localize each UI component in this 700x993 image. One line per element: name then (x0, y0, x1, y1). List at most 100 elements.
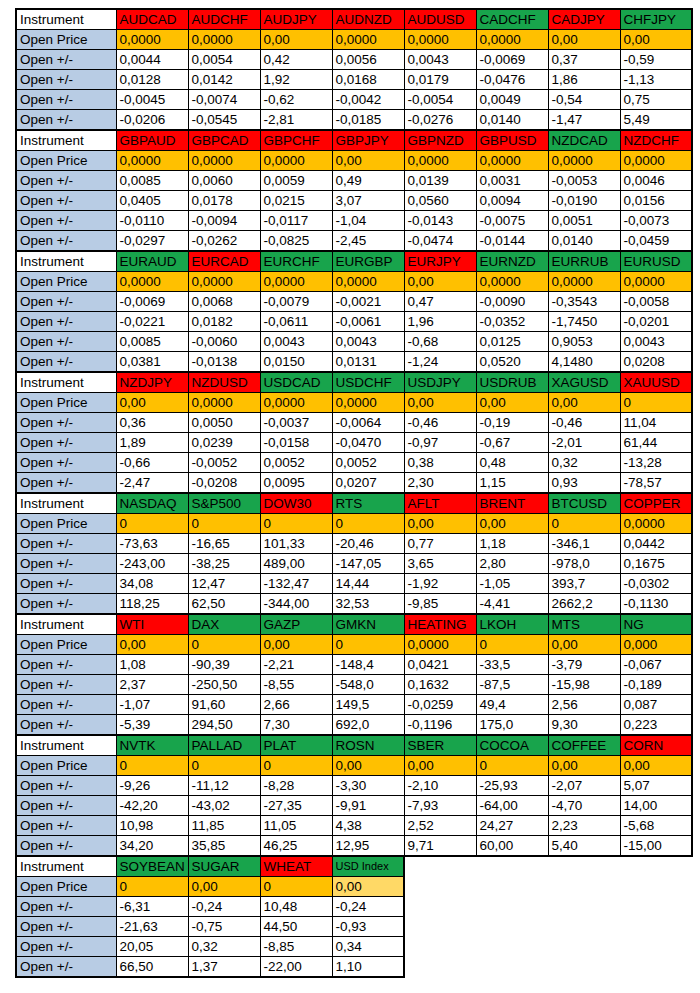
open-change-row-label[interactable]: Open +/- (16, 352, 116, 373)
open-change-cell[interactable]: 1,92 (260, 70, 332, 90)
open-change-cell[interactable]: 10,48 (260, 897, 332, 917)
open-change-cell[interactable]: -0,0138 (188, 352, 260, 373)
open-change-cell[interactable]: -4,70 (548, 796, 620, 816)
open-change-cell[interactable]: -1,13 (620, 70, 692, 90)
open-change-cell[interactable]: 2,52 (404, 816, 476, 836)
open-change-cell[interactable]: 0,0520 (476, 352, 548, 373)
instrument-header-cell[interactable]: USDCAD (260, 372, 332, 393)
open-price-cell[interactable]: 0,00 (620, 756, 692, 776)
instrument-header-cell[interactable]: XAUUSD (620, 372, 692, 393)
open-change-cell[interactable]: -8,28 (260, 776, 332, 796)
open-change-cell[interactable]: 0,0140 (548, 231, 620, 252)
open-change-cell[interactable]: -9,85 (404, 594, 476, 615)
open-price-cell[interactable]: 0 (116, 877, 188, 897)
open-price-cell[interactable]: 0,0000 (116, 30, 188, 50)
open-change-cell[interactable]: 1,96 (404, 312, 476, 332)
instrument-header-cell[interactable]: EURNZD (476, 251, 548, 272)
open-change-cell[interactable]: 0,0043 (260, 332, 332, 352)
open-change-cell[interactable]: -0,0143 (404, 211, 476, 231)
open-change-cell[interactable]: -90,39 (188, 655, 260, 675)
open-price-cell[interactable]: 0 (332, 514, 404, 534)
instrument-header-cell[interactable]: NASDAQ (116, 493, 188, 514)
open-change-cell[interactable]: 14,44 (332, 574, 404, 594)
open-change-row-label[interactable]: Open +/- (16, 433, 116, 453)
instrument-header-cell[interactable]: EURRUB (548, 251, 620, 272)
open-change-row-label[interactable]: Open +/- (16, 332, 116, 352)
open-change-cell[interactable]: 0,0095 (260, 473, 332, 494)
open-change-cell[interactable]: -38,25 (188, 554, 260, 574)
open-change-cell[interactable]: -0,0075 (476, 211, 548, 231)
open-change-row-label[interactable]: Open +/- (16, 50, 116, 70)
open-price-row-label[interactable]: Open Price (16, 30, 116, 50)
instrument-row-label[interactable]: Instrument (16, 614, 116, 635)
instrument-header-cell[interactable]: BTCUSD (548, 493, 620, 514)
instrument-header-cell[interactable]: CADCHF (476, 9, 548, 30)
open-change-cell[interactable]: 0,0043 (620, 332, 692, 352)
instrument-header-cell[interactable]: BRENT (476, 493, 548, 514)
instrument-header-cell[interactable]: DOW30 (260, 493, 332, 514)
open-change-cell[interactable]: 0,38 (404, 453, 476, 473)
open-price-cell[interactable]: 0,00 (332, 756, 404, 776)
open-change-cell[interactable]: 4,38 (332, 816, 404, 836)
open-price-cell[interactable]: 0,00 (404, 272, 476, 292)
open-change-cell[interactable]: 0,0405 (116, 191, 188, 211)
open-change-cell[interactable]: 62,50 (188, 594, 260, 615)
open-change-cell[interactable]: -1,7450 (548, 312, 620, 332)
open-change-cell[interactable]: 0,0068 (188, 292, 260, 312)
open-change-cell[interactable]: -0,59 (620, 50, 692, 70)
open-price-cell[interactable]: 0,00 (332, 877, 404, 897)
open-change-cell[interactable]: 5,07 (620, 776, 692, 796)
open-change-cell[interactable]: -0,46 (548, 413, 620, 433)
instrument-header-cell[interactable]: GBPUSD (476, 130, 548, 151)
open-change-cell[interactable]: 118,25 (116, 594, 188, 615)
open-price-cell[interactable]: 0 (260, 514, 332, 534)
open-change-cell[interactable]: -6,31 (116, 897, 188, 917)
open-change-cell[interactable]: -2,21 (260, 655, 332, 675)
open-change-row-label[interactable]: Open +/- (16, 655, 116, 675)
open-price-cell[interactable]: 0,0000 (188, 151, 260, 171)
open-change-cell[interactable]: -20,46 (332, 534, 404, 554)
open-change-cell[interactable]: 11,85 (188, 816, 260, 836)
open-change-cell[interactable]: 0,0208 (620, 352, 692, 373)
open-change-cell[interactable]: -0,24 (332, 897, 404, 917)
open-change-cell[interactable]: -0,54 (548, 90, 620, 110)
open-change-cell[interactable]: -0,0201 (620, 312, 692, 332)
instrument-header-cell[interactable]: CORN (620, 735, 692, 756)
open-change-cell[interactable]: 0,0094 (476, 191, 548, 211)
open-price-cell[interactable]: 0 (548, 514, 620, 534)
open-change-cell[interactable]: -344,00 (260, 594, 332, 615)
open-change-cell[interactable]: -0,0094 (188, 211, 260, 231)
open-price-cell[interactable]: 0,0000 (476, 272, 548, 292)
open-price-cell[interactable]: 0 (116, 756, 188, 776)
open-price-cell[interactable]: 0,0000 (188, 272, 260, 292)
instrument-header-cell[interactable]: MTS (548, 614, 620, 635)
open-change-cell[interactable]: 2,56 (548, 695, 620, 715)
open-change-cell[interactable]: 0,0179 (404, 70, 476, 90)
open-change-cell[interactable]: -8,55 (260, 675, 332, 695)
open-change-cell[interactable]: 0,93 (548, 473, 620, 494)
open-change-cell[interactable]: 0,0044 (116, 50, 188, 70)
instrument-header-cell[interactable]: NVTK (116, 735, 188, 756)
open-change-cell[interactable]: -0,0053 (548, 171, 620, 191)
open-change-cell[interactable]: -5,39 (116, 715, 188, 736)
instrument-row-label[interactable]: Instrument (16, 251, 116, 272)
open-price-cell[interactable]: 0 (260, 756, 332, 776)
open-price-cell[interactable]: 0,00 (332, 151, 404, 171)
open-change-cell[interactable]: -13,28 (620, 453, 692, 473)
instrument-header-cell[interactable]: CADJPY (548, 9, 620, 30)
open-change-cell[interactable]: -9,91 (332, 796, 404, 816)
open-change-row-label[interactable]: Open +/- (16, 312, 116, 332)
open-change-cell[interactable]: 0,0560 (404, 191, 476, 211)
open-change-cell[interactable]: 0,087 (620, 695, 692, 715)
open-price-cell[interactable]: 0,00 (404, 393, 476, 413)
open-change-cell[interactable]: -132,47 (260, 574, 332, 594)
open-change-cell[interactable]: -2,45 (332, 231, 404, 252)
instrument-header-cell[interactable]: GMKN (332, 614, 404, 635)
instrument-header-cell[interactable]: NZDUSD (188, 372, 260, 393)
open-change-cell[interactable]: 0,0046 (620, 171, 692, 191)
open-change-row-label[interactable]: Open +/- (16, 776, 116, 796)
open-price-cell[interactable]: 0,0000 (476, 151, 548, 171)
open-change-cell[interactable]: 0,32 (548, 453, 620, 473)
instrument-header-cell[interactable]: DAX (188, 614, 260, 635)
open-change-cell[interactable]: 0,0168 (332, 70, 404, 90)
